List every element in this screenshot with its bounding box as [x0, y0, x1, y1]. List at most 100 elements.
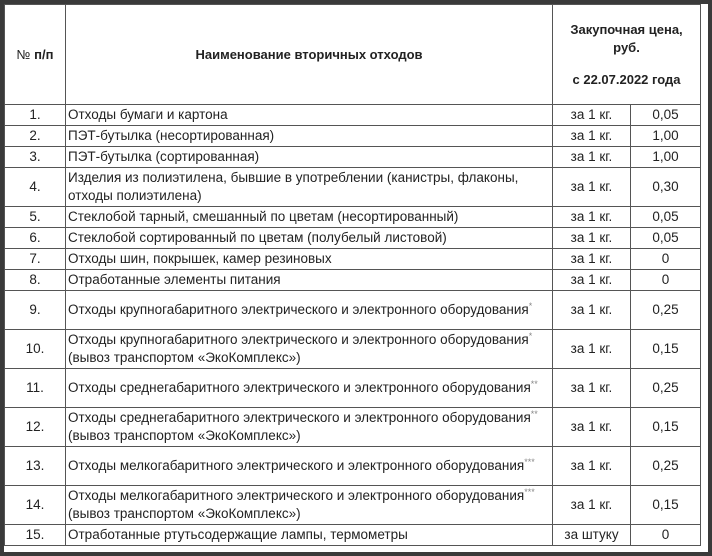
- row-name: Отходы крупногабаритного электрического …: [65, 329, 553, 369]
- table-row: 4. Изделия из полиэтилена, бывшие в употр…: [4, 167, 702, 207]
- waste-name: Стеклобой сортированный по цветам (полуб…: [68, 230, 447, 245]
- row-unit: за 1 кг.: [552, 329, 631, 369]
- row-name: Отходы среднегабаритного электрического …: [65, 368, 553, 408]
- row-name: Отходы мелкогабаритного электрического и…: [65, 485, 553, 525]
- row-unit: за 1 кг.: [552, 125, 631, 147]
- row-number: 6.: [4, 227, 66, 249]
- row-price: 0,05: [629, 206, 702, 228]
- footnote-mark: **: [530, 379, 538, 389]
- row-price: 0,05: [629, 104, 702, 126]
- row-unit: за 1 кг.: [552, 446, 631, 486]
- waste-name: Отходы мелкогабаритного электрического и…: [68, 458, 525, 473]
- row-number: 5.: [4, 206, 66, 228]
- row-unit: за 1 кг.: [552, 248, 631, 270]
- row-number: 1.: [4, 104, 66, 126]
- waste-name: Отходы среднегабаритного электрического …: [68, 380, 531, 395]
- row-name: Отходы шин, покрышек, камер резиновых: [65, 248, 553, 270]
- row-unit: за 1 кг.: [552, 146, 631, 168]
- number-label: п/п: [34, 46, 54, 62]
- row-number: 11.: [4, 368, 66, 408]
- waste-name: Отходы шин, покрышек, камер резиновых: [68, 251, 332, 266]
- header-row: № п/п Наименование вторичных отходов Зак…: [4, 4, 702, 105]
- row-name: ПЭТ-бутылка (несортированная): [65, 125, 553, 147]
- table-row: 15. Отработанные ртутьсодержащие лампы, т…: [4, 524, 702, 546]
- row-number: 15.: [4, 524, 66, 546]
- table-row: 14. Отходы мелкогабаритного электрическог…: [4, 485, 702, 525]
- price-currency: руб.: [613, 39, 640, 55]
- row-name: Отработанные элементы питания: [65, 269, 553, 291]
- row-price: 0,30: [629, 167, 702, 207]
- row-name: Отходы бумаги и картона: [65, 104, 553, 126]
- row-number: 13.: [4, 446, 66, 486]
- row-number: 9.: [4, 290, 66, 330]
- row-number: 8.: [4, 269, 66, 291]
- row-price: 0,25: [629, 368, 702, 408]
- table-row: 11. Отходы среднегабаритного электрическо…: [4, 368, 702, 408]
- table-row: 1. Отходы бумаги и картона за 1 кг. 0,05: [4, 104, 702, 126]
- table-row: 7. Отходы шин, покрышек, камер резиновых з…: [4, 248, 702, 270]
- row-number: 7.: [4, 248, 66, 270]
- row-unit: за 1 кг.: [552, 167, 631, 207]
- row-unit: за штуку: [552, 524, 631, 546]
- row-unit: за 1 кг.: [552, 269, 631, 291]
- table-row: 3. ПЭТ-бутылка (сортированная) за 1 кг. 1,0…: [4, 146, 702, 168]
- row-unit: за 1 кг.: [552, 206, 631, 228]
- table-row: 13. Отходы мелкогабаритного электрическог…: [4, 446, 702, 486]
- row-number: 4.: [4, 167, 66, 207]
- waste-name: Отходы бумаги и картона: [68, 107, 228, 122]
- table-row: 2. ПЭТ-бутылка (несортированная) за 1 кг. 1…: [4, 125, 702, 147]
- row-name: Отходы крупногабаритного электрического …: [65, 290, 553, 330]
- header-number: № п/п: [4, 4, 66, 105]
- waste-name: ПЭТ-бутылка (сортированная): [68, 149, 260, 164]
- row-number: 3.: [4, 146, 66, 168]
- table-row: 9. Отходы крупногабаритного электрическог…: [4, 290, 702, 330]
- waste-name: Отходы среднегабаритного электрического …: [68, 410, 531, 425]
- price-table: № п/п Наименование вторичных отходов Зак…: [4, 4, 702, 546]
- price-title: Закупочная цена,: [570, 21, 683, 37]
- row-unit: за 1 кг.: [552, 227, 631, 249]
- row-price: 0: [629, 524, 702, 546]
- row-name: Стеклобой тарный, смешанный по цветам (н…: [65, 206, 553, 228]
- row-price: 0: [629, 248, 702, 270]
- waste-name: Отходы мелкогабаритного электрического и…: [68, 488, 525, 503]
- row-name: Отработанные ртутьсодержащие лампы, терм…: [65, 524, 553, 546]
- row-unit: за 1 кг.: [552, 104, 631, 126]
- waste-name: Отходы крупногабаритного электрического …: [68, 332, 529, 347]
- row-price: 0,15: [629, 407, 702, 447]
- waste-name: Изделия из полиэтилена, бывшие в употреб…: [68, 170, 519, 203]
- row-price: 0: [629, 269, 702, 291]
- row-price: 0,25: [629, 290, 702, 330]
- waste-name: ПЭТ-бутылка (несортированная): [68, 128, 275, 143]
- row-price: 0,15: [629, 485, 702, 525]
- waste-name: Отработанные ртутьсодержащие лампы, терм…: [68, 527, 408, 542]
- row-unit: за 1 кг.: [552, 407, 631, 447]
- row-name: Изделия из полиэтилена, бывшие в употреб…: [65, 167, 553, 207]
- waste-name-suffix: (вывоз транспортом «ЭкоКомплекс»): [68, 428, 301, 443]
- row-name: Отходы мелкогабаритного электрического и…: [65, 446, 553, 486]
- footnote-mark: ***: [524, 487, 535, 497]
- row-price: 1,00: [629, 146, 702, 168]
- waste-name-suffix: (вывоз транспортом «ЭкоКомплекс»): [68, 506, 301, 521]
- waste-name: Отходы крупногабаритного электрического …: [68, 302, 529, 317]
- header-price: Закупочная цена, руб. с 22.07.2022 года: [551, 4, 702, 105]
- row-number: 14.: [4, 485, 66, 525]
- table-row: 10. Отходы крупногабаритного электрическо…: [4, 329, 702, 369]
- header-name: Наименование вторичных отходов: [65, 4, 553, 105]
- table-row: 8. Отработанные элементы питания за 1 кг. 0: [4, 269, 702, 291]
- row-price: 1,00: [629, 125, 702, 147]
- row-price: 0,05: [629, 227, 702, 249]
- row-unit: за 1 кг.: [552, 368, 631, 408]
- waste-name-suffix: (вывоз транспортом «ЭкоКомплекс»): [68, 350, 301, 365]
- table-row: 12. Отходы среднегабаритного электрическо…: [4, 407, 702, 447]
- footnote-mark: **: [530, 409, 538, 419]
- row-number: 2.: [4, 125, 66, 147]
- row-number: 12.: [4, 407, 66, 447]
- waste-name: Отработанные элементы питания: [68, 272, 281, 287]
- row-name: Отходы среднегабаритного электрического …: [65, 407, 553, 447]
- price-date: с 22.07.2022 года: [572, 71, 681, 87]
- row-unit: за 1 кг.: [552, 290, 631, 330]
- footnote-mark: *: [528, 301, 533, 311]
- footnote-mark: *: [528, 331, 533, 341]
- row-name: ПЭТ-бутылка (сортированная): [65, 146, 553, 168]
- row-price: 0,25: [629, 446, 702, 486]
